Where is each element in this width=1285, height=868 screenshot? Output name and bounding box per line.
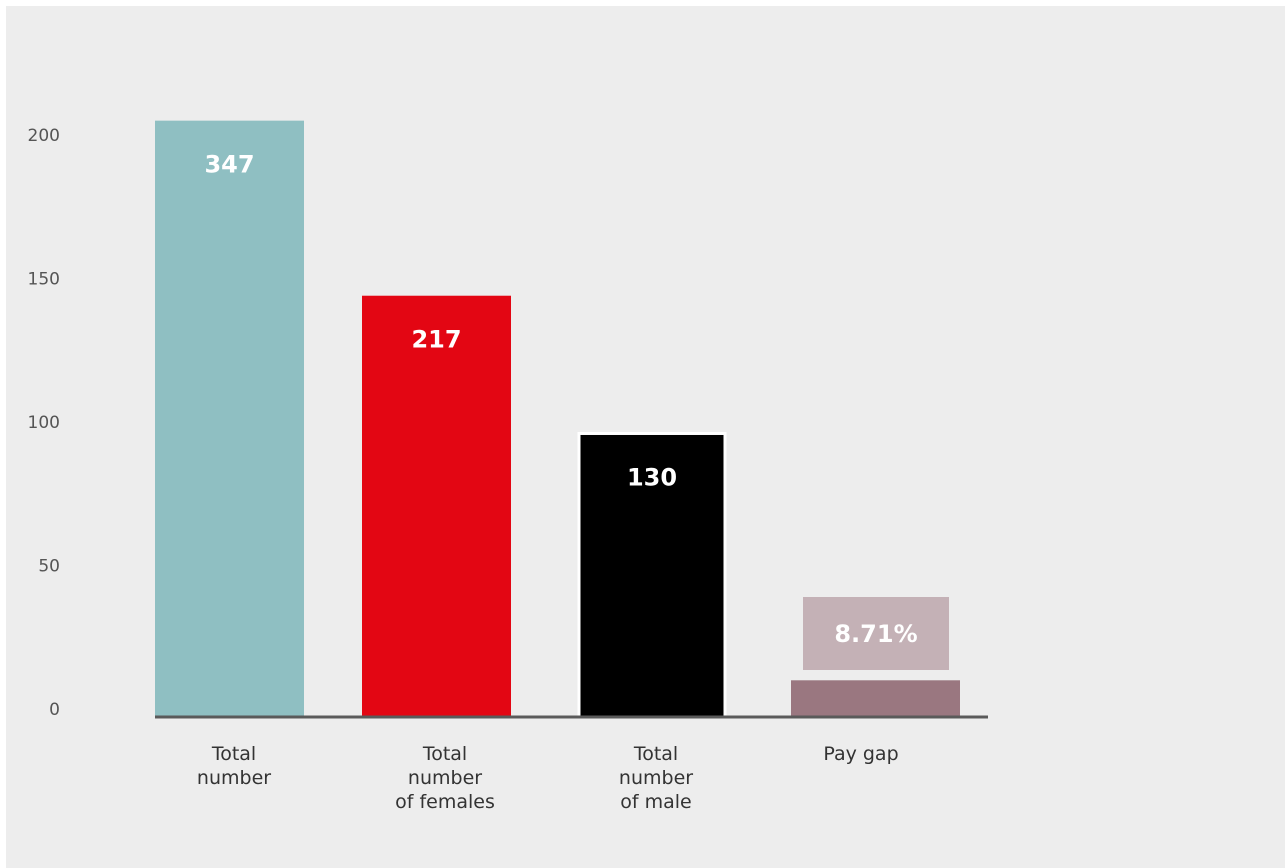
y-tick-label: 100 bbox=[28, 413, 60, 433]
bar bbox=[155, 120, 304, 717]
value-labels-group: 347 217 130 8.71% bbox=[204, 151, 949, 670]
y-tick-label: 0 bbox=[49, 700, 60, 720]
x-tick-label: number bbox=[408, 767, 482, 789]
y-tick-label: 150 bbox=[28, 270, 60, 290]
x-tick-label: number bbox=[197, 767, 271, 789]
data-label: 130 bbox=[627, 463, 677, 491]
x-tick-label: of male bbox=[620, 791, 691, 813]
x-tick-label: Total bbox=[633, 743, 678, 765]
x-tick-label: Pay gap bbox=[823, 743, 898, 765]
y-axis-ticks: 0 50 100 150 200 bbox=[28, 126, 60, 720]
y-tick-label: 50 bbox=[38, 557, 60, 577]
chart-panel: 0 50 100 150 200 347 217 130 8.71% Total number T… bbox=[6, 6, 1285, 868]
data-label: 8.71% bbox=[834, 620, 917, 648]
x-tick-label: number bbox=[619, 767, 693, 789]
bar bbox=[791, 680, 960, 717]
y-tick-label: 200 bbox=[28, 126, 60, 146]
x-tick-label: Total bbox=[211, 743, 256, 765]
bar bbox=[362, 295, 511, 717]
x-tick-label: Total bbox=[422, 743, 467, 765]
data-label-box bbox=[803, 597, 949, 670]
bars-group bbox=[155, 120, 960, 719]
data-label: 347 bbox=[204, 151, 254, 179]
data-label: 217 bbox=[411, 326, 461, 354]
x-tick-label: of females bbox=[395, 791, 495, 813]
